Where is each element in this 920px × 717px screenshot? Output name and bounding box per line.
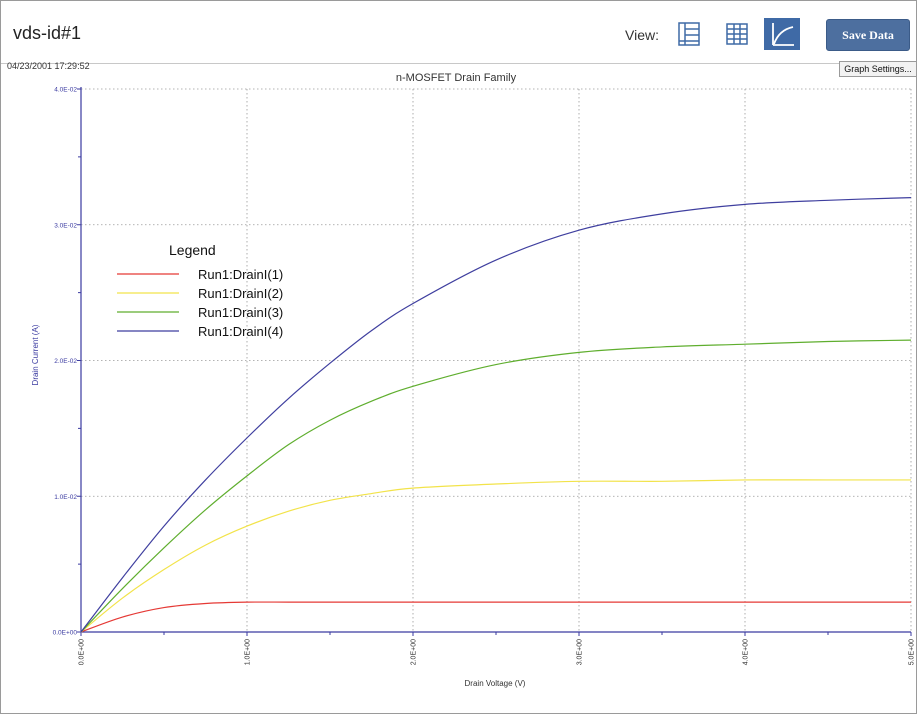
x-tick-label: 0.0E+00 [79, 639, 86, 665]
page-title: vds-id#1 [13, 23, 82, 43]
view-label: View: [625, 27, 659, 43]
x-axis-label: Drain Voltage (V) [465, 679, 526, 688]
x-tick-label: 3.0E+00 [577, 639, 584, 665]
y-tick-label: 1.0E-02 [54, 494, 77, 501]
list-view-icon [678, 22, 700, 46]
chart-axes [80, 87, 911, 633]
legend-entry: Run1:DrainI(2) [198, 286, 283, 301]
legend-entry: Run1:DrainI(1) [198, 267, 283, 282]
graph-settings-button[interactable]: Graph Settings... [839, 61, 917, 77]
table-view-icon [726, 23, 748, 45]
list-view-button[interactable] [671, 18, 707, 50]
series-line-2 [80, 479, 911, 633]
table-view-button[interactable] [719, 18, 755, 50]
chart-series [80, 197, 912, 633]
legend-title: Legend [169, 242, 216, 258]
save-data-button[interactable]: Save Data [826, 19, 910, 51]
y-tick-label: 2.0E-02 [54, 358, 77, 365]
y-tick-label: 0.0E+00 [53, 630, 78, 637]
x-tick-label: 2.0E+00 [411, 639, 418, 665]
chart-ticks: 0.0E+00 1.0E+00 2.0E+00 3.0E+00 4.0E+00 5.0E+… [53, 87, 916, 666]
graph-view-button[interactable] [764, 18, 800, 50]
x-tick-label: 4.0E+00 [743, 639, 750, 665]
chart-title: n-MOSFET Drain Family [396, 72, 517, 84]
y-axis-label: Drain Current (A) [31, 324, 40, 385]
series-line-3 [80, 339, 912, 633]
legend-entry: Run1:DrainI(4) [198, 324, 283, 339]
series-line-4 [80, 197, 912, 633]
x-tick-label: 5.0E+00 [909, 639, 916, 665]
chart-grid [81, 88, 912, 632]
y-tick-label: 3.0E-02 [54, 222, 77, 229]
graph-view-icon [772, 23, 794, 46]
timestamp: 04/23/2001 17:29:52 [7, 61, 90, 71]
legend-entry: Run1:DrainI(3) [198, 305, 283, 320]
chart-legend: Legend Run1:DrainI(1) Run1:DrainI(2) Run1:… [117, 242, 283, 339]
header-bar: vds-id#1 View: [1, 1, 916, 64]
series-line-1 [80, 601, 911, 633]
y-tick-label: 4.0E-02 [54, 87, 77, 94]
x-tick-label: 1.0E+00 [245, 639, 252, 665]
